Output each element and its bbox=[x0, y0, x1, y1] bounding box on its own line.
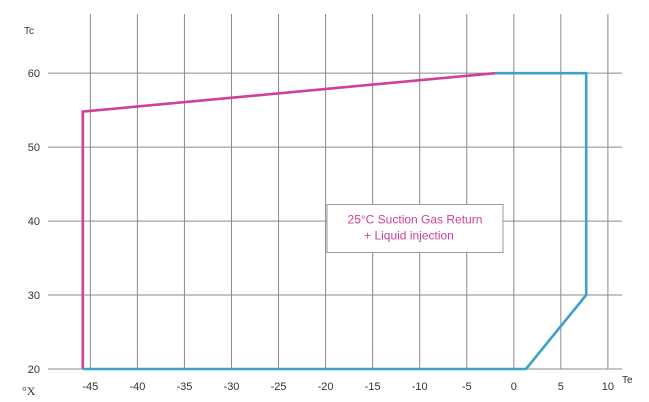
x-tick-label: -15 bbox=[365, 381, 381, 393]
annotations: 25°C Suction Gas Return + Liquid injectio… bbox=[326, 203, 504, 253]
envelope-series bbox=[81, 71, 588, 371]
y-tick-label: 60 bbox=[28, 68, 40, 80]
x-tick-label: -45 bbox=[82, 381, 98, 393]
x-tick-label: 0 bbox=[511, 381, 517, 393]
annotation-text: + Liquid injection bbox=[364, 228, 454, 242]
annotation-box bbox=[326, 203, 504, 253]
y-tick-label: 30 bbox=[28, 290, 40, 302]
x-tick-label: -35 bbox=[176, 381, 192, 393]
unit-label: °X bbox=[22, 384, 36, 398]
annotation-text: 25°C Suction Gas Return bbox=[348, 212, 483, 226]
y-axis-label: Tc bbox=[24, 26, 34, 37]
x-tick-label: -30 bbox=[224, 381, 240, 393]
x-axis-label: Te bbox=[622, 375, 633, 386]
y-tick-label: 20 bbox=[28, 364, 40, 376]
series-line bbox=[81, 71, 496, 369]
y-tick-label: 50 bbox=[28, 142, 40, 154]
x-tick-label: -25 bbox=[271, 381, 287, 393]
grid-lines bbox=[48, 14, 622, 370]
x-tick-label: -20 bbox=[318, 381, 334, 393]
x-tick-label: -10 bbox=[412, 381, 428, 393]
x-tick-label: 5 bbox=[558, 381, 564, 393]
tick-labels: -45 -40 -35 -30 -25 -20 -15 -10 -5 0 5 10 20 30 40 50 60 bbox=[28, 68, 614, 393]
x-tick-label: -40 bbox=[129, 381, 145, 393]
series-line bbox=[82, 71, 588, 371]
x-tick-label: 10 bbox=[602, 381, 614, 393]
x-tick-label: -5 bbox=[462, 381, 472, 393]
y-tick-label: 40 bbox=[28, 216, 40, 228]
